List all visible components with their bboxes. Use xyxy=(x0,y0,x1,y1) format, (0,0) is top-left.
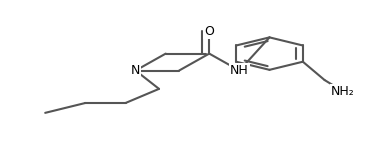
Text: N: N xyxy=(131,64,140,77)
Text: NH: NH xyxy=(230,64,249,77)
Text: O: O xyxy=(204,24,214,38)
Text: NH₂: NH₂ xyxy=(331,85,355,98)
